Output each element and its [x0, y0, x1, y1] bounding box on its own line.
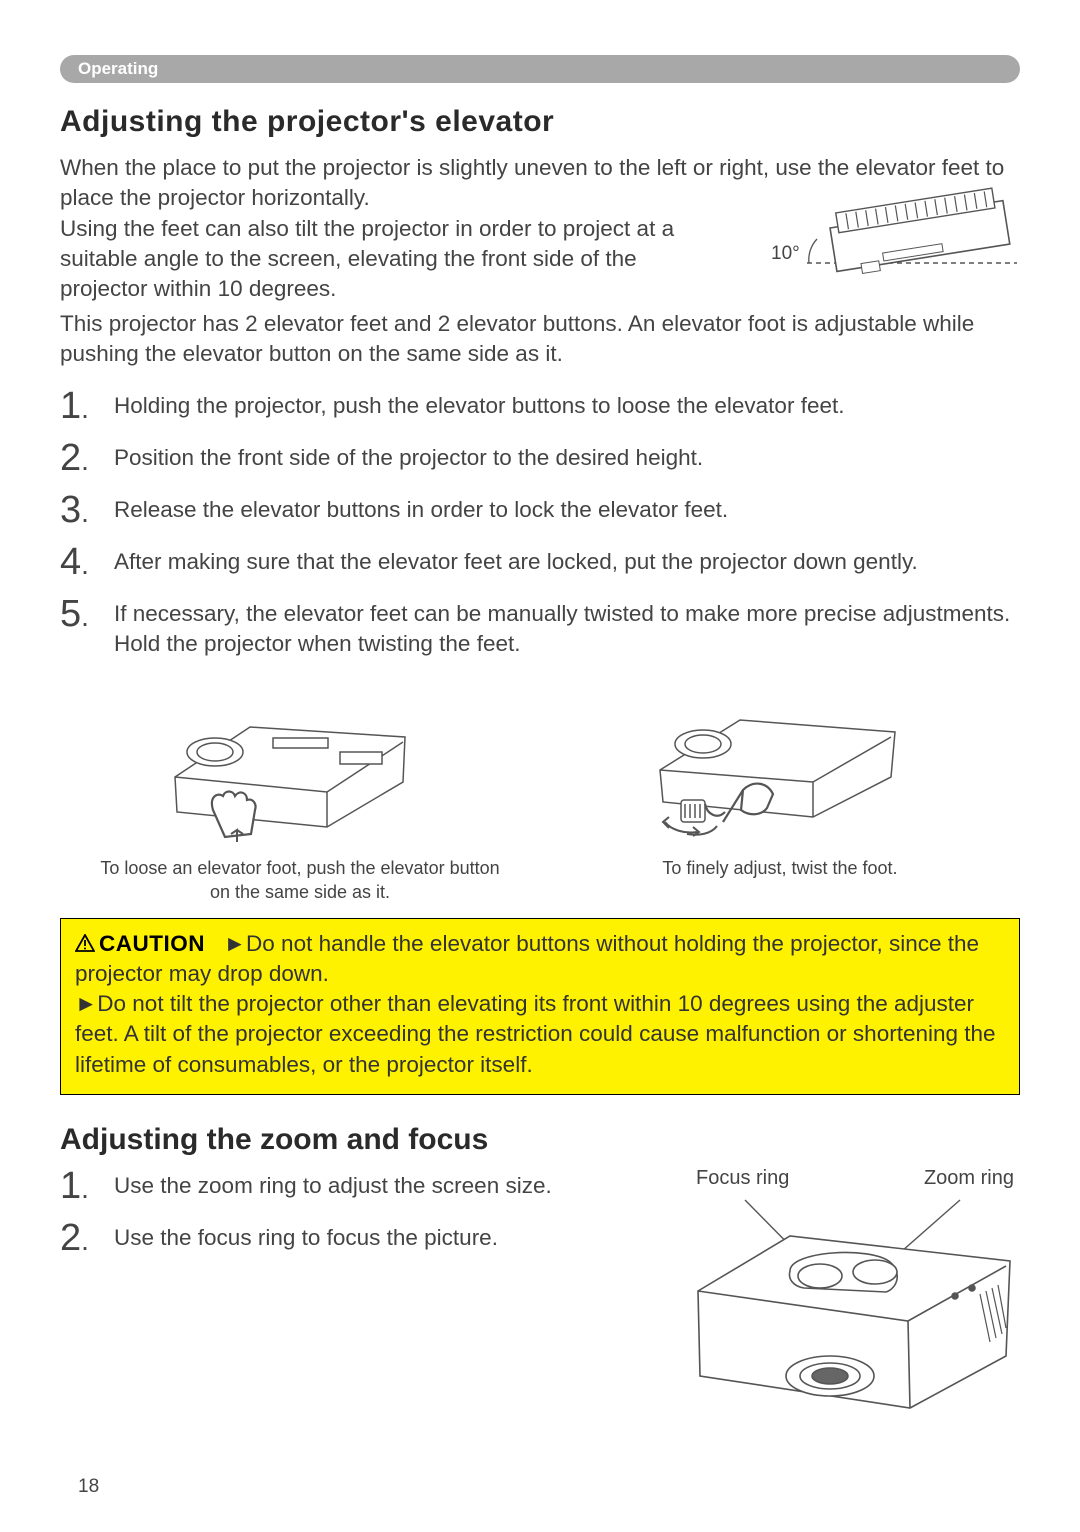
step-number: 1.: [60, 387, 100, 425]
focus-ring-label: Focus ring: [696, 1167, 789, 1190]
section-header-bar: Operating: [60, 55, 1020, 83]
zoom-ring-label: Zoom ring: [924, 1167, 1014, 1190]
step-number: 2.: [60, 1219, 100, 1257]
angle-label-text: 10°: [771, 243, 800, 264]
heading-elevator: Adjusting the projector's elevator: [60, 105, 1020, 139]
figure-twist-foot: To finely adjust, twist the foot.: [569, 682, 991, 904]
figure-row: To loose an elevator foot, push the elev…: [60, 682, 1020, 904]
step-number: 5.: [60, 595, 100, 633]
steps-elevator: 1. Holding the projector, push the eleva…: [60, 387, 1020, 658]
projector-twist-illustration: [635, 682, 925, 847]
heading-zoom-focus: Adjusting the zoom and focus: [60, 1123, 1020, 1157]
step-text: Release the elevator buttons in order to…: [114, 491, 728, 525]
section-header-label: Operating: [78, 59, 158, 78]
step-text: Holding the projector, push the elevator…: [114, 387, 844, 421]
step-text: Use the zoom ring to adjust the screen s…: [114, 1167, 552, 1201]
list-item: 5. If necessary, the elevator feet can b…: [60, 595, 1020, 658]
step-text: Use the focus ring to focus the picture.: [114, 1219, 498, 1253]
list-item: 4. After making sure that the elevator f…: [60, 543, 1020, 581]
caution-box: CAUTION ►Do not handle the elevator butt…: [60, 918, 1020, 1095]
step-number: 4.: [60, 543, 100, 581]
arrow-icon: ►: [224, 931, 246, 956]
list-item: 3. Release the elevator buttons in order…: [60, 491, 1020, 529]
projector-push-illustration: [155, 682, 445, 847]
arrow-icon: ►: [75, 991, 97, 1016]
step-text: After making sure that the elevator feet…: [114, 543, 918, 577]
list-item: 1. Use the zoom ring to adjust the scree…: [60, 1167, 670, 1205]
intro-para-2: Using the feet can also tilt the project…: [60, 214, 700, 303]
zoom-focus-figure: Focus ring Zoom ring: [690, 1167, 1020, 1421]
zoom-steps: 1. Use the zoom ring to adjust the scree…: [60, 1167, 670, 1421]
tilt-angle-illustration: 10°: [765, 183, 1020, 278]
warning-triangle-icon: [75, 934, 95, 952]
intro-block: When the place to put the projector is s…: [60, 153, 1020, 369]
caution-text-1: Do not handle the elevator buttons witho…: [75, 931, 979, 986]
step-number: 2.: [60, 439, 100, 477]
zoom-focus-section: 1. Use the zoom ring to adjust the scree…: [60, 1167, 1020, 1421]
list-item: 2. Position the front side of the projec…: [60, 439, 1020, 477]
caution-text-2: Do not tilt the projector other than ele…: [75, 991, 996, 1076]
intro-para-3: This projector has 2 elevator feet and 2…: [60, 309, 1020, 368]
step-text: If necessary, the elevator feet can be m…: [114, 595, 1020, 658]
page-number: 18: [78, 1476, 99, 1498]
figure-caption: To finely adjust, twist the foot.: [569, 857, 991, 880]
zoom-focus-illustration: [690, 1196, 1020, 1416]
caution-label: CAUTION: [99, 931, 205, 956]
step-number: 3.: [60, 491, 100, 529]
step-text: Position the front side of the projector…: [114, 439, 703, 473]
figure-caption: To loose an elevator foot, push the elev…: [89, 857, 511, 904]
figure-push-button: To loose an elevator foot, push the elev…: [89, 682, 511, 904]
list-item: 1. Holding the projector, push the eleva…: [60, 387, 1020, 425]
list-item: 2. Use the focus ring to focus the pictu…: [60, 1219, 670, 1257]
step-number: 1.: [60, 1167, 100, 1205]
